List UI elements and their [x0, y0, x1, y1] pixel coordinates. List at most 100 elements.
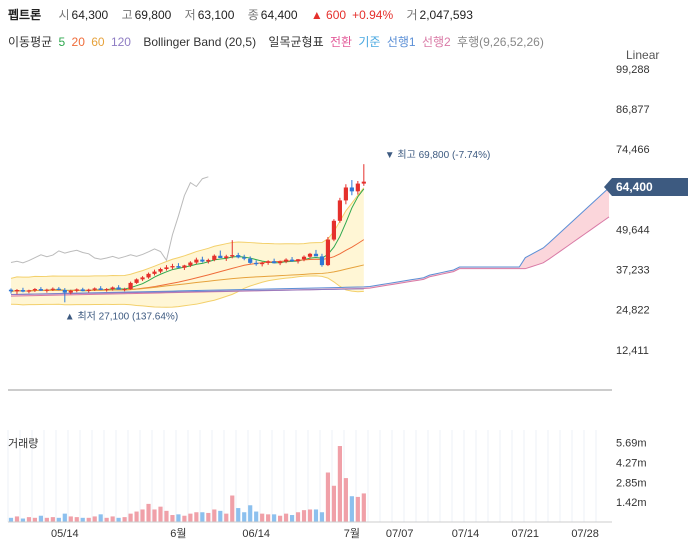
ma-20: 20	[71, 35, 85, 49]
volume-bar	[272, 514, 277, 522]
candle-body	[86, 289, 91, 291]
volume-bar	[313, 509, 319, 522]
volume-bar	[224, 513, 229, 522]
candle-body	[325, 239, 331, 266]
scale-selector[interactable]: Linear	[626, 48, 660, 62]
candle-body	[272, 261, 277, 264]
volume-bar	[8, 517, 14, 522]
ichimoku-span2: 선행2	[421, 35, 451, 49]
candle-body	[313, 253, 319, 257]
volume-bar	[152, 509, 157, 522]
volume-bar	[80, 517, 85, 522]
candle-body	[176, 266, 181, 268]
candle-body	[140, 277, 145, 280]
candle-body	[44, 289, 49, 291]
candle-body	[224, 256, 229, 258]
candle-body	[242, 257, 247, 259]
candle-body	[8, 289, 14, 292]
candle-body	[152, 271, 157, 274]
y-tick-label: 37,233	[616, 265, 650, 277]
candle-body	[260, 262, 265, 265]
candle-body	[116, 287, 121, 290]
candle-body	[212, 255, 217, 260]
candle-body	[361, 181, 366, 184]
volume-bar	[176, 514, 181, 522]
volume-bar	[122, 517, 127, 522]
volume-bar	[116, 517, 121, 522]
bollinger-upper-line	[10, 187, 365, 279]
bollinger-label[interactable]: Bollinger Band (20,5)	[143, 35, 257, 49]
ichimoku-label[interactable]: 일목균형표	[268, 35, 324, 49]
volume-bar	[50, 517, 55, 522]
volume-bar	[254, 511, 259, 522]
volume-label: 거	[406, 8, 418, 22]
volume-bar	[20, 518, 26, 522]
volume-tick-label: 1.42m	[616, 497, 647, 509]
bollinger-band-fill	[10, 187, 364, 308]
volume-bar	[230, 495, 235, 522]
candle-body	[319, 256, 325, 266]
candle-body	[248, 258, 253, 263]
volume-bar	[56, 517, 61, 522]
volume-bar	[289, 515, 295, 522]
candle-body	[32, 289, 38, 291]
volume-bar	[242, 512, 247, 522]
change-value: ▲ 600	[310, 8, 347, 22]
ichimoku-span1: 선행1	[386, 35, 416, 49]
volume-bar	[86, 517, 91, 522]
candle-body	[38, 289, 43, 291]
volume-tick-label: 4.27m	[616, 457, 647, 469]
candle-body	[266, 261, 271, 263]
volume-bar	[248, 505, 253, 522]
quote-summary: 펩트론 시 64,300 고 69,800 저 63,100 종 64,400 ▲ 60…	[8, 6, 483, 24]
volume-bar	[200, 512, 205, 522]
volume-value: 2,047,593	[419, 8, 473, 22]
volume-bar	[349, 496, 354, 522]
candle-body	[301, 256, 307, 260]
volume-bar	[14, 516, 20, 522]
volume-bar	[158, 506, 163, 522]
volume-bar	[164, 510, 169, 522]
candle-body	[98, 288, 103, 291]
ma-60-line	[10, 264, 364, 292]
volume-bar	[295, 512, 301, 522]
candle-body	[343, 187, 348, 201]
low-value: 63,100	[197, 8, 235, 22]
ma-label[interactable]: 이동평균	[8, 35, 53, 49]
ma-120-line	[10, 288, 364, 296]
volume-tick-label: 5.69m	[616, 438, 647, 450]
x-tick-label: 7월	[344, 527, 360, 540]
close-label: 종	[247, 8, 259, 22]
candle-body	[236, 255, 241, 258]
volume-bar	[301, 510, 307, 522]
volume-bar	[266, 514, 271, 522]
y-tick-label: 49,644	[616, 224, 650, 236]
x-tick-label: 6월	[170, 527, 186, 540]
volume-bar	[140, 509, 145, 522]
ma-5: 5	[58, 35, 66, 49]
volume-bar	[212, 509, 217, 522]
candle-body	[278, 261, 283, 264]
y-tick-label: 86,877	[616, 104, 650, 116]
ichimoku-base: 기준	[358, 35, 381, 49]
candle-body	[230, 255, 235, 257]
candle-body	[62, 290, 67, 293]
volume-bar	[26, 517, 32, 522]
candles-layer: ▼ 최고 69,800 (-7.74%) ▲ 최저 27,100 (137.64%…	[8, 149, 490, 322]
indicator-legend: 이동평균 5 20 60 120 Bollinger Band (20,5) 일…	[8, 33, 547, 51]
volume-bar	[98, 514, 103, 522]
candle-body	[188, 262, 193, 266]
y-tick-label: 99,288	[616, 64, 650, 76]
y-tick-label: 12,411	[616, 345, 649, 357]
stock-name: 펩트론	[8, 8, 42, 22]
volume-bar	[355, 496, 360, 522]
candle-body	[307, 253, 313, 257]
volume-bar	[260, 513, 265, 522]
ichimoku-conversion: 전환	[329, 35, 353, 49]
volume-bar	[170, 515, 175, 522]
volume-bar	[110, 516, 115, 522]
ma-120: 120	[110, 35, 131, 49]
volume-title: 거래량	[8, 438, 39, 450]
volume-bar	[134, 511, 139, 522]
